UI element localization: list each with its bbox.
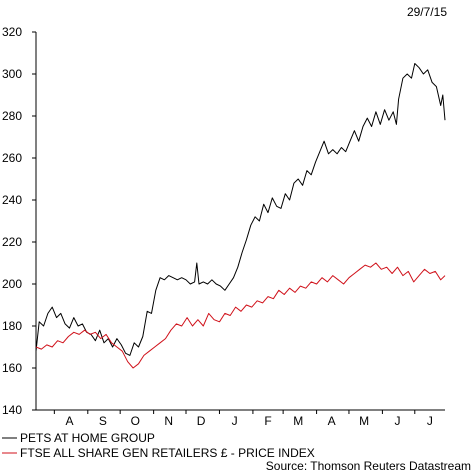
- legend-label-ftse: FTSE ALL SHARE GEN RETAILERS £ - PRICE I…: [20, 446, 315, 460]
- series-line-pets-at-home: [35, 63, 446, 356]
- y-tick-label: 320: [2, 25, 22, 39]
- x-tick-label: J: [232, 414, 238, 428]
- legend: PETS AT HOME GROUP FTSE ALL SHARE GEN RE…: [2, 431, 315, 460]
- y-tick-label: 240: [2, 193, 22, 207]
- y-tick-label: 280: [2, 109, 22, 123]
- y-tick-label: 160: [2, 361, 22, 375]
- chart-date-label: 29/7/15: [407, 5, 447, 19]
- series-line-ftse-gen-retailers: [35, 262, 446, 369]
- y-tick-label: 180: [2, 319, 22, 333]
- x-tick-label: N: [164, 414, 173, 428]
- x-tick-label: J: [395, 414, 401, 428]
- x-tick-label: F: [264, 414, 271, 428]
- y-tick-label: 220: [2, 235, 22, 249]
- y-tick-label: 200: [2, 277, 22, 291]
- chart-axes: [35, 32, 445, 411]
- x-tick-label: J: [427, 414, 433, 428]
- x-tick-label: M: [293, 414, 303, 428]
- legend-label-pets: PETS AT HOME GROUP: [20, 431, 155, 445]
- y-axis-ticks: 140 160 180 200 220 240 260 280 300 320: [2, 25, 36, 417]
- x-tick-label: M: [359, 414, 369, 428]
- x-tick-label: S: [99, 414, 107, 428]
- series-lines: [35, 63, 446, 369]
- x-tick-label: O: [131, 414, 140, 428]
- y-tick-label: 260: [2, 151, 22, 165]
- source-note: Source: Thomson Reuters Datastream: [266, 459, 471, 473]
- x-tick-label: A: [65, 414, 73, 428]
- x-tick-label: A: [328, 414, 336, 428]
- x-tick-label: D: [197, 414, 206, 428]
- y-tick-label: 300: [2, 67, 22, 81]
- y-tick-label: 140: [2, 403, 22, 417]
